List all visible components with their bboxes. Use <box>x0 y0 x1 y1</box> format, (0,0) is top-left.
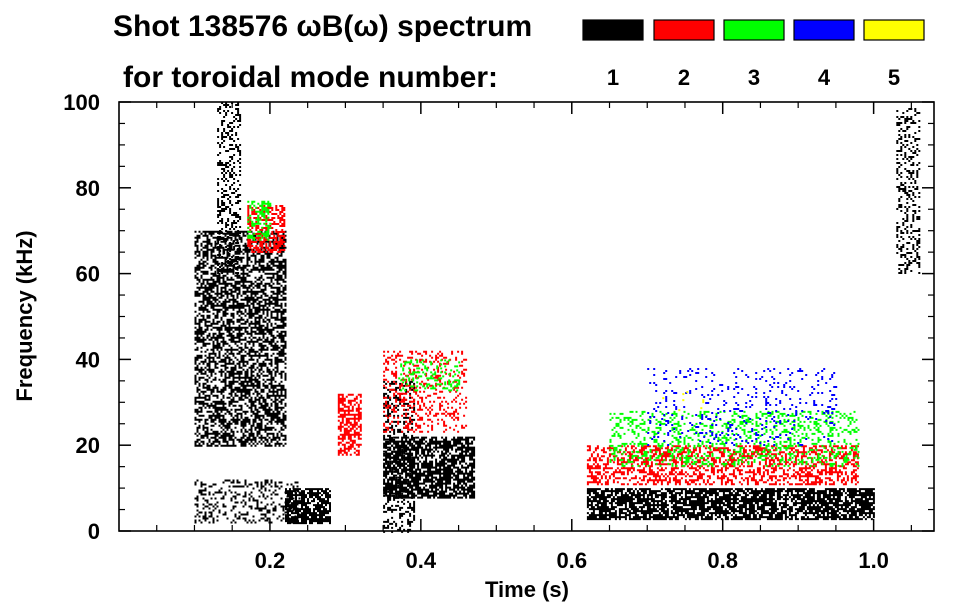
spectrum-pixels <box>609 410 860 467</box>
legend-swatch-2 <box>653 19 715 41</box>
series-n5 <box>662 391 705 412</box>
legend-label-5: 5 <box>888 65 900 90</box>
plot-frame <box>118 101 935 532</box>
spectrum-pixels <box>586 488 875 521</box>
series-n3-region-2 <box>398 359 461 392</box>
chart-title-line2: for toroidal mode number: <box>123 61 498 94</box>
series-n4 <box>647 368 838 446</box>
legend-label-1: 1 <box>607 65 619 90</box>
legend-label-3: 3 <box>748 65 760 90</box>
spectrum-pixels <box>383 436 476 499</box>
series-n1-region-5 <box>383 436 476 499</box>
series-n3-region-3 <box>609 410 860 467</box>
spectrum-pixels <box>247 205 286 253</box>
series-n1-region-2 <box>194 479 301 524</box>
series-n4-region-1 <box>647 368 838 446</box>
x-tick-label: 0.2 <box>255 548 286 573</box>
x-tick-label: 1.0 <box>858 548 889 573</box>
series-n1-region-8 <box>896 108 921 274</box>
legend-label-4: 4 <box>818 65 831 90</box>
spectrum-pixels <box>647 368 838 446</box>
series-n2-region-2 <box>337 393 362 456</box>
series-n5-region-1 <box>662 391 705 412</box>
y-axis-label: Frequency (kHz) <box>12 230 37 401</box>
y-tick-label: 60 <box>76 262 100 287</box>
legend-swatch-5 <box>863 19 925 41</box>
series-n2-region-3 <box>383 350 468 433</box>
series-n1-region-6 <box>383 380 416 533</box>
spectrum-data <box>194 102 921 533</box>
legend: 1 2 3 4 5 <box>582 19 925 90</box>
spectrum-pixels <box>194 230 287 447</box>
legend-swatch-1 <box>582 19 644 41</box>
y-tick-label: 20 <box>76 433 100 458</box>
spectrum-pixels <box>383 350 468 433</box>
axis-ticks: 0.2 0.4 0.6 0.8 1.0 0 20 40 60 80 100 <box>63 90 934 573</box>
legend-label-2: 2 <box>678 65 690 90</box>
y-tick-label: 100 <box>63 90 100 115</box>
legend-swatch-4 <box>793 19 855 41</box>
series-n1-region-3 <box>217 102 242 274</box>
series-n3 <box>247 200 860 467</box>
spectrum-pixels <box>586 445 859 486</box>
series-n1-region-1 <box>194 230 287 447</box>
spectrum-pixels <box>247 200 272 241</box>
y-tick-label: 80 <box>76 176 100 201</box>
legend-swatch-3 <box>723 19 785 41</box>
x-tick-label: 0.6 <box>556 548 587 573</box>
series-n3-region-1 <box>247 200 272 241</box>
spectrum-pixels <box>217 102 242 274</box>
series-n1 <box>194 102 921 533</box>
series-n2-region-4 <box>586 445 859 486</box>
series-n1-region-4 <box>285 488 331 525</box>
series-n2-region-1 <box>247 205 286 253</box>
y-tick-label: 40 <box>76 347 100 372</box>
spectrum-pixels <box>194 479 301 524</box>
x-tick-label: 0.4 <box>406 548 437 573</box>
spectrum-pixels <box>398 359 461 392</box>
x-tick-label: 0.8 <box>707 548 738 573</box>
chart-title-line1: Shot 138576 ωB(ω) spectrum <box>113 10 532 43</box>
series-n2 <box>247 205 859 486</box>
spectrum-pixels <box>383 380 416 533</box>
x-axis-label: Time (s) <box>485 577 569 602</box>
spectrum-pixels <box>285 488 331 525</box>
series-n1-region-7 <box>586 488 875 521</box>
spectrum-pixels <box>896 108 921 274</box>
y-tick-label: 0 <box>88 519 100 544</box>
spectrum-pixels <box>337 393 362 456</box>
spectrum-pixels <box>662 391 705 412</box>
